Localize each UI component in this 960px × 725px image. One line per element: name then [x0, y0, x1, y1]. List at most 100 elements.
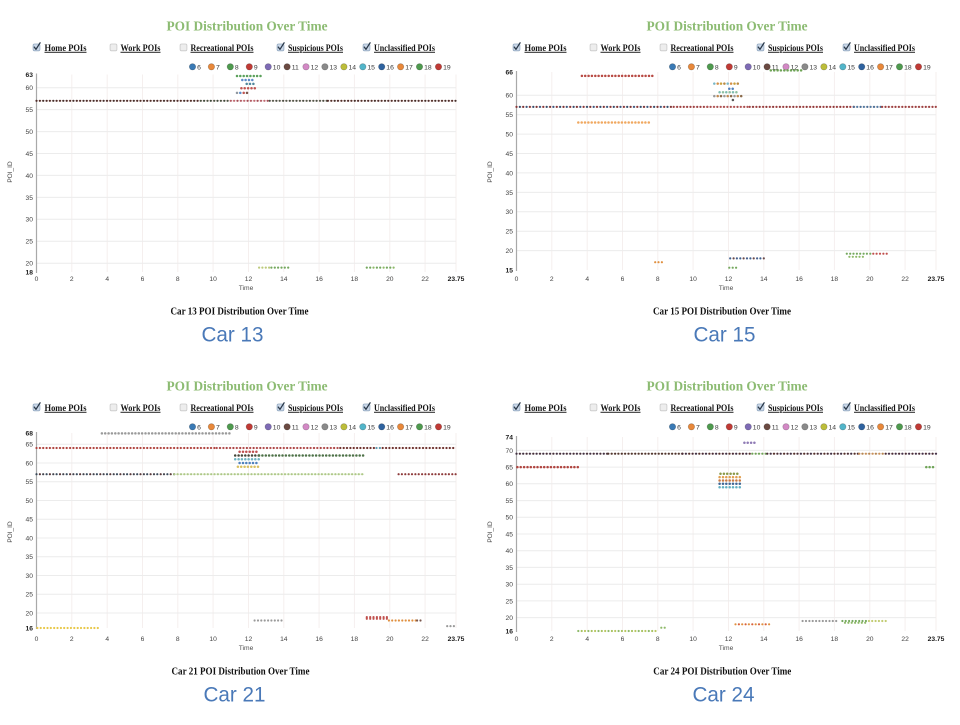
svg-text:18: 18 — [904, 424, 912, 431]
svg-text:25: 25 — [506, 598, 514, 605]
svg-text:11: 11 — [772, 64, 779, 71]
svg-text:Car 24 POI Distribution Over T: Car 24 POI Distribution Over Time — [653, 667, 791, 678]
svg-text:Time: Time — [239, 645, 254, 652]
svg-text:22: 22 — [901, 276, 909, 283]
svg-text:18: 18 — [26, 269, 34, 276]
svg-text:Work POIs: Work POIs — [121, 404, 161, 414]
svg-text:19: 19 — [443, 64, 451, 71]
svg-text:18: 18 — [424, 424, 432, 431]
svg-text:Home POIs: Home POIs — [525, 404, 567, 414]
svg-text:10: 10 — [753, 424, 761, 431]
svg-text:14: 14 — [349, 424, 357, 431]
svg-text:23.75: 23.75 — [928, 276, 945, 283]
svg-text:9: 9 — [734, 424, 738, 431]
svg-text:50: 50 — [26, 129, 34, 136]
svg-text:Work POIs: Work POIs — [601, 44, 641, 54]
svg-text:19: 19 — [923, 424, 931, 431]
svg-text:55: 55 — [26, 107, 34, 114]
svg-text:15: 15 — [367, 424, 375, 431]
svg-text:68: 68 — [26, 430, 34, 437]
svg-text:20: 20 — [386, 276, 394, 283]
svg-text:6: 6 — [141, 636, 145, 643]
svg-text:20: 20 — [866, 276, 874, 283]
svg-text:0: 0 — [35, 276, 39, 283]
svg-text:2: 2 — [550, 636, 554, 643]
svg-text:60: 60 — [26, 85, 34, 92]
svg-text:14: 14 — [280, 276, 288, 283]
svg-text:Recreational POIs: Recreational POIs — [191, 404, 254, 414]
svg-text:10: 10 — [689, 636, 697, 643]
svg-text:10: 10 — [273, 424, 281, 431]
svg-text:65: 65 — [26, 442, 34, 449]
svg-text:13: 13 — [330, 424, 338, 431]
svg-text:25: 25 — [26, 239, 34, 246]
svg-text:35: 35 — [26, 554, 34, 561]
svg-text:8: 8 — [176, 276, 180, 283]
svg-text:14: 14 — [349, 64, 357, 71]
svg-text:40: 40 — [506, 548, 514, 555]
svg-text:17: 17 — [405, 64, 413, 71]
svg-text:17: 17 — [885, 424, 893, 431]
svg-text:16: 16 — [795, 276, 803, 283]
svg-text:45: 45 — [26, 151, 34, 158]
svg-text:45: 45 — [506, 531, 514, 538]
svg-text:Work POIs: Work POIs — [601, 404, 641, 414]
svg-text:Recreational POIs: Recreational POIs — [671, 404, 734, 414]
svg-text:POI_ID: POI_ID — [7, 521, 14, 543]
svg-text:35: 35 — [26, 195, 34, 202]
svg-text:Time: Time — [719, 285, 734, 292]
svg-text:12: 12 — [791, 64, 799, 71]
svg-text:2: 2 — [70, 636, 74, 643]
svg-text:11: 11 — [292, 64, 299, 71]
svg-text:74: 74 — [506, 434, 514, 441]
svg-text:Suspicious POIs: Suspicious POIs — [768, 44, 823, 54]
svg-text:12: 12 — [725, 276, 733, 283]
svg-text:7: 7 — [696, 424, 700, 431]
svg-text:10: 10 — [753, 64, 761, 71]
svg-text:Car 15: Car 15 — [694, 322, 756, 346]
svg-text:30: 30 — [506, 582, 514, 589]
svg-text:50: 50 — [506, 132, 514, 139]
svg-text:Recreational POIs: Recreational POIs — [671, 44, 734, 54]
svg-text:60: 60 — [506, 481, 514, 488]
svg-text:8: 8 — [656, 636, 660, 643]
svg-text:25: 25 — [26, 592, 34, 599]
svg-text:22: 22 — [421, 276, 429, 283]
svg-text:POI Distribution Over Time: POI Distribution Over Time — [167, 20, 328, 35]
svg-text:10: 10 — [273, 64, 281, 71]
svg-text:50: 50 — [26, 498, 34, 505]
svg-text:0: 0 — [515, 636, 519, 643]
svg-text:6: 6 — [621, 636, 625, 643]
svg-text:Recreational POIs: Recreational POIs — [191, 44, 254, 54]
svg-text:18: 18 — [351, 276, 359, 283]
svg-text:Unclassified POIs: Unclassified POIs — [854, 404, 915, 414]
svg-text:15: 15 — [847, 64, 855, 71]
svg-text:8: 8 — [235, 64, 239, 71]
svg-text:20: 20 — [386, 636, 394, 643]
svg-text:18: 18 — [424, 64, 432, 71]
svg-text:Time: Time — [719, 645, 734, 652]
svg-text:8: 8 — [656, 276, 660, 283]
svg-text:2: 2 — [550, 276, 554, 283]
svg-text:19: 19 — [443, 424, 451, 431]
svg-text:Car 15 POI Distribution Over T: Car 15 POI Distribution Over Time — [653, 307, 791, 318]
svg-text:16: 16 — [315, 276, 323, 283]
svg-text:Unclassified POIs: Unclassified POIs — [854, 44, 915, 54]
svg-text:65: 65 — [506, 465, 514, 472]
svg-text:POI Distribution Over Time: POI Distribution Over Time — [647, 20, 808, 35]
svg-text:12: 12 — [245, 276, 253, 283]
svg-text:17: 17 — [885, 64, 893, 71]
svg-text:16: 16 — [386, 64, 394, 71]
svg-text:14: 14 — [829, 64, 837, 71]
svg-text:10: 10 — [209, 636, 217, 643]
svg-text:18: 18 — [904, 64, 912, 71]
svg-text:50: 50 — [506, 515, 514, 522]
svg-text:Car 13: Car 13 — [202, 322, 264, 346]
svg-text:10: 10 — [689, 276, 697, 283]
svg-text:Car 24: Car 24 — [693, 682, 755, 706]
svg-text:20: 20 — [26, 261, 34, 268]
svg-text:40: 40 — [26, 173, 34, 180]
svg-text:45: 45 — [26, 517, 34, 524]
svg-text:11: 11 — [772, 424, 779, 431]
svg-text:55: 55 — [506, 498, 514, 505]
